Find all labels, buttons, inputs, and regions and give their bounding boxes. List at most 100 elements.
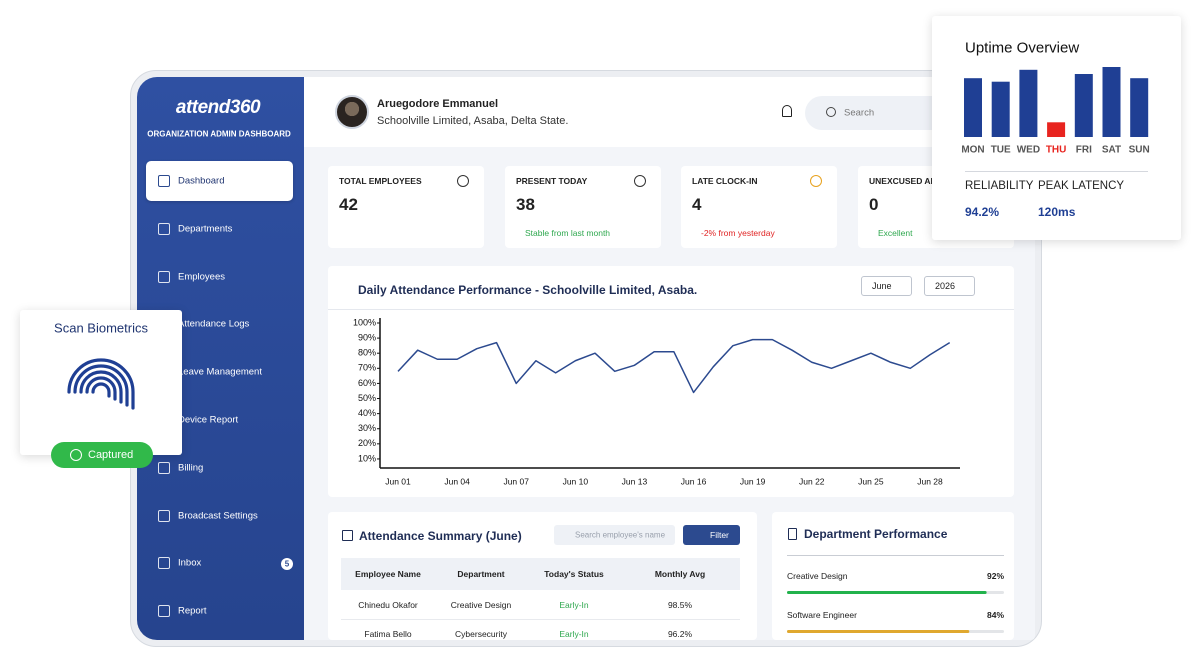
dropdown[interactable] [924,276,975,296]
department-divider [787,555,1004,556]
x-tick-label: Jun 16 [681,476,707,486]
fingerprint-arc [91,382,111,398]
menu-item[interactable]: Broadcast Settings [178,510,258,522]
y-tick-label: 100% [353,317,376,327]
menu-item[interactable]: Report [178,605,207,617]
menu-icon [158,270,170,283]
x-tick-label: Jun 01 [385,476,411,486]
day-label: SAT [1102,145,1121,156]
user-org: Schoolville Limited, Asaba, Delta State. [377,115,569,127]
menu-item[interactable]: Device Report [178,414,239,426]
table-header [341,558,740,590]
x-tick-label: Jun 28 [917,476,943,486]
dashboard-subtitle: ORGANIZATION ADMIN DASHBOARD [147,129,291,139]
column-header: Department [457,569,505,579]
x-tick-label: Jun 19 [740,476,766,486]
summary-search-text[interactable]: Search employee's name [575,530,666,540]
search-placeholder[interactable]: Search [844,107,875,119]
filter-text[interactable]: Filter [710,530,729,540]
uptime-bar [1130,78,1149,137]
stat-label: TOTAL EMPLOYEES [339,176,422,186]
uptime-stat-value: 94.2% [965,205,1000,219]
uptime-bar [1102,67,1121,137]
biometrics-title: Scan Biometrics [54,320,148,336]
stat-label: LATE CLOCK-IN [692,176,758,186]
day-label: MON [961,145,984,156]
table-cell: Fatima Bello [364,629,412,639]
avatar [335,95,369,129]
chart-title: Daily Attendance Performance - Schoolvil… [358,283,698,297]
progress-bar [787,630,970,633]
user-name: Aruegodore Emmanuel [377,98,499,110]
y-tick-label: 10% [358,453,376,463]
stat-note: Excellent [878,228,913,238]
menu-item[interactable]: Departments [178,223,233,235]
department-card [772,512,1014,640]
day-label: FRI [1076,145,1092,156]
menu-item[interactable]: Attendance Logs [178,318,250,330]
summary-search[interactable] [554,525,675,545]
captured-check [70,449,82,461]
menu-icon [158,175,170,187]
active-menu-bg [146,161,293,201]
stat-value: 0 [869,195,879,214]
uptime-stat-label: PEAK LATENCY [1038,180,1125,192]
department-value: 92% [986,571,1004,581]
captured-text: Captured [88,449,134,461]
chart-card-header [328,266,1014,310]
uptime-bar [964,78,982,137]
y-tick-label: 40% [358,408,376,418]
menu-icon [158,461,170,474]
column-header: Today's Status [544,569,604,579]
table-cell: Early-In [559,629,589,639]
table-cell: Cybersecurity [455,629,507,639]
stat-icon [457,175,469,187]
department-title: Department Performance [804,527,948,541]
menu-item[interactable]: Employees [178,271,225,283]
column-header: Employee Name [355,569,421,579]
x-tick-label: Jun 25 [858,476,884,486]
y-tick-label: 30% [358,423,376,433]
stat-value: 42 [339,195,358,214]
uptime-bar [1019,69,1038,137]
progress-bar [787,591,987,594]
menu-item[interactable]: Dashboard [178,175,225,187]
column-header: Monthly Avg [654,569,706,579]
uptime-stat-value: 120ms [1038,205,1076,219]
uptime-bar [991,81,1010,137]
stat-value: 38 [516,195,535,214]
day-label: SUN [1129,145,1150,156]
table-cell: 96.2% [667,629,693,639]
table-cell: 98.5% [667,600,693,610]
inbox-badge-text: 5 [284,559,290,569]
x-tick-label: Jun 07 [503,476,529,486]
menu-item[interactable]: Inbox [178,557,202,569]
logo: attend360 [175,97,261,118]
fingerprint-arc [67,358,135,410]
doc-icon [788,528,797,540]
fingerprint-arc [73,364,129,407]
stat-label: PRESENT TODAY [516,176,588,186]
filter-button[interactable] [683,525,740,545]
dropdown-text[interactable]: 2026 [935,281,956,291]
stat-icon [810,175,822,187]
menu-item[interactable]: Leave Management [178,366,262,378]
menu-icon [158,222,170,235]
x-tick-label: Jun 04 [444,476,470,486]
stat-icon [634,175,646,187]
department-name: Creative Design [787,571,848,581]
y-tick-label: 20% [358,438,376,448]
y-tick-label: 60% [358,378,376,388]
day-label: THU [1046,145,1067,156]
menu-item[interactable]: Billing [178,462,204,474]
attendance-line [397,338,951,394]
bell[interactable] [782,105,792,117]
stat-label: UNEXCUSED ABSENCES [869,176,972,186]
dropdown[interactable] [861,276,912,296]
table-cell: Early-In [559,600,589,610]
menu-icon [158,509,170,522]
menu-icon [158,605,170,618]
dropdown-text[interactable]: June [872,281,892,291]
